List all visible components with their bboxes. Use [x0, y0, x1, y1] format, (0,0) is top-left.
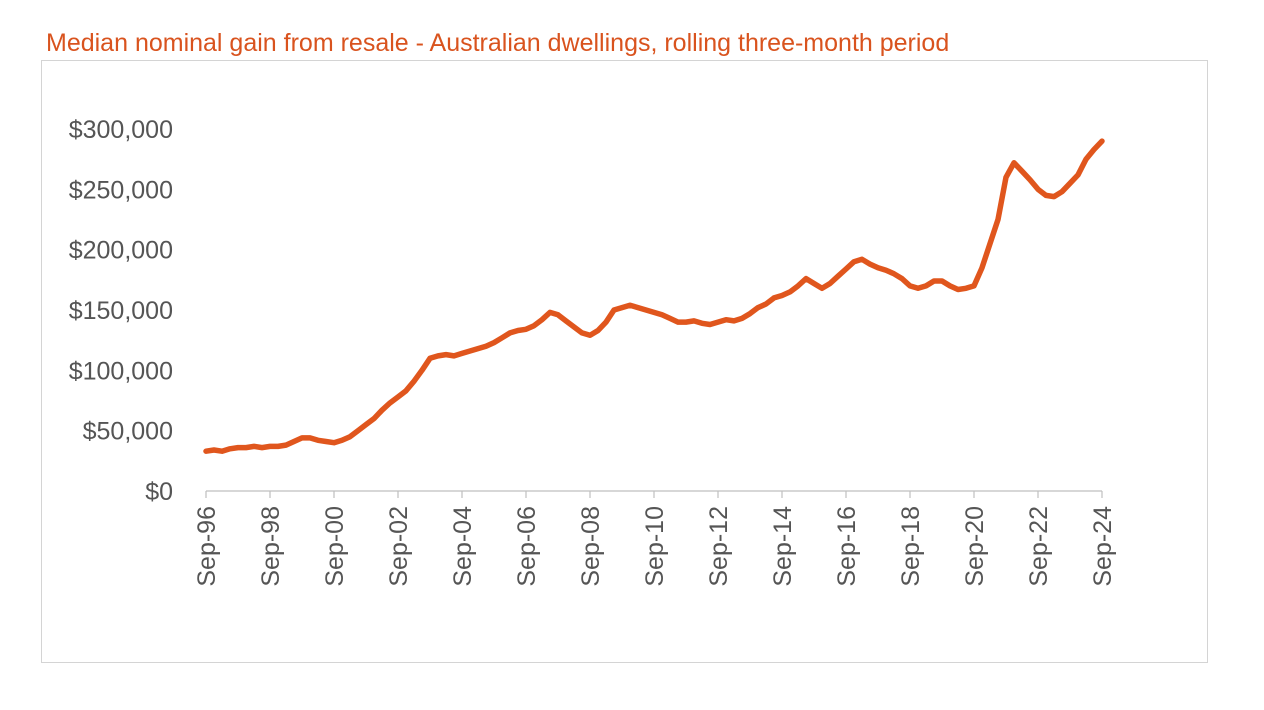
x-tick-label: Sep-98 [257, 506, 285, 587]
x-tick-label: Sep-00 [321, 506, 349, 587]
x-tick-label: Sep-20 [961, 506, 989, 587]
y-tick-label: $50,000 [83, 418, 173, 446]
x-tick-label: Sep-24 [1089, 506, 1117, 587]
chart-title: Median nominal gain from resale - Austra… [46, 29, 950, 57]
chart-frame [41, 60, 1208, 663]
x-tick-label: Sep-18 [897, 506, 925, 587]
x-tick-label: Sep-08 [577, 506, 605, 587]
y-tick-label: $250,000 [69, 176, 173, 204]
y-tick-label: $150,000 [69, 297, 173, 325]
y-tick-label: $100,000 [69, 357, 173, 385]
x-tick-label: Sep-14 [769, 506, 797, 587]
x-tick-label: Sep-04 [449, 506, 477, 587]
x-tick-label: Sep-10 [641, 506, 669, 587]
x-tick-label: Sep-22 [1025, 506, 1053, 587]
x-tick-label: Sep-96 [193, 506, 221, 587]
series-line [203, 138, 1105, 454]
x-tick-label: Sep-12 [705, 506, 733, 587]
y-tick-label: $200,000 [69, 237, 173, 265]
x-tick-label: Sep-16 [833, 506, 861, 587]
x-tick-label: Sep-02 [385, 506, 413, 587]
x-tick-label: Sep-06 [513, 506, 541, 587]
y-tick-label: $300,000 [69, 116, 173, 144]
y-tick-label: $0 [145, 478, 173, 506]
